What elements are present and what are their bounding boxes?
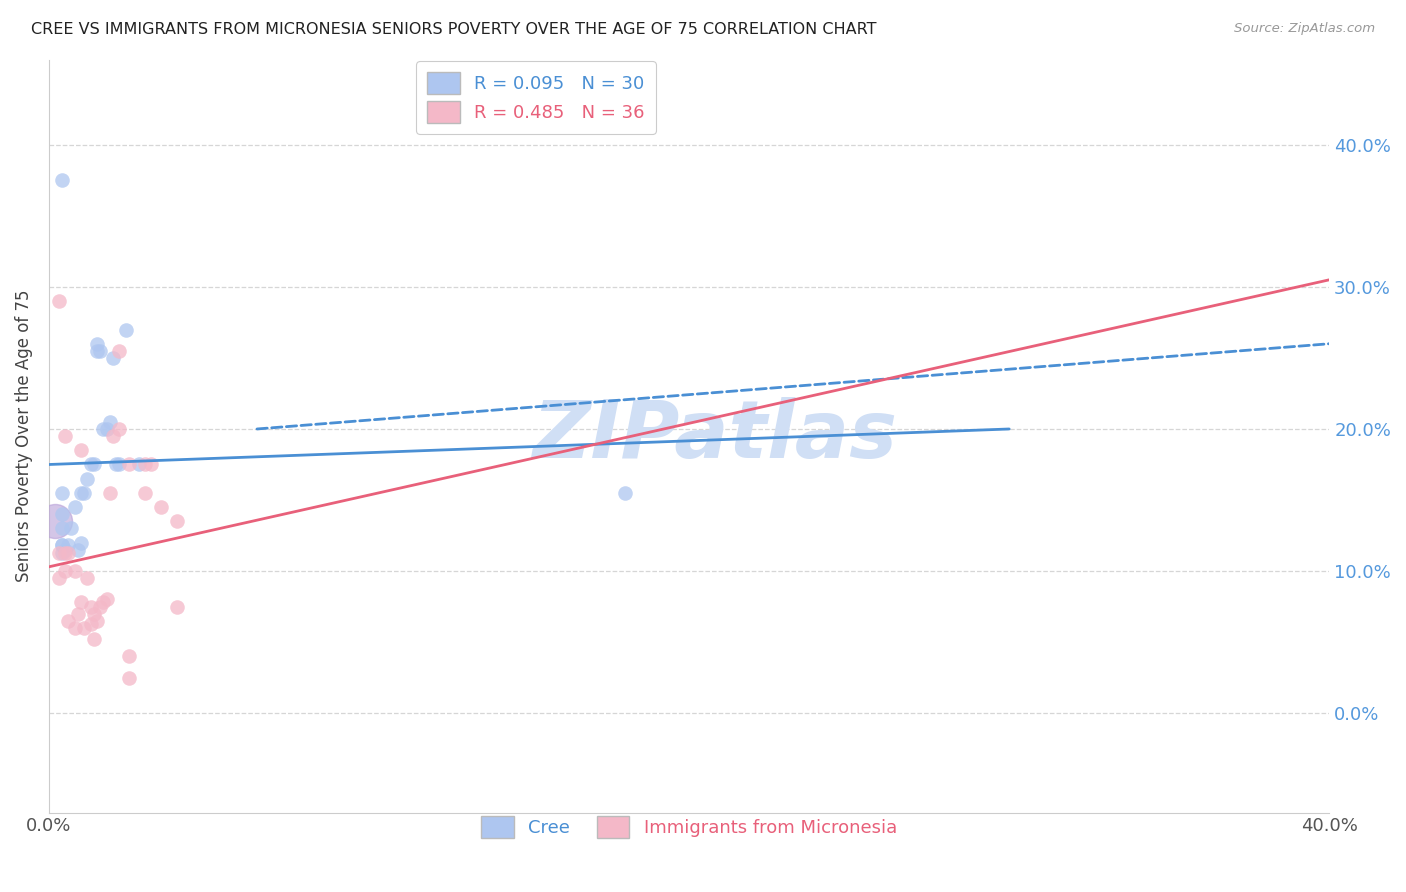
Point [76,472,98,486]
Point [96,422,118,436]
Point [108,343,131,358]
Point [51,507,73,521]
Point [101,429,124,443]
Point [63,621,86,635]
Point [48,545,70,559]
Point [53,429,76,443]
Point [166,599,188,614]
Point [134,486,156,500]
Point [56,614,79,628]
Point [70,443,93,458]
Point [51,539,73,553]
Text: ZIPatlas: ZIPatlas [533,397,897,475]
Point [128,458,150,472]
Point [118,649,141,664]
Point [98,486,121,500]
Point [108,422,131,436]
Point [83,607,105,621]
Point [108,458,131,472]
Point [141,458,163,472]
Point [63,564,86,578]
Point [66,542,89,557]
Point [118,458,141,472]
Point [70,535,93,549]
Point [83,458,105,472]
Point [86,336,108,351]
Point [51,539,73,553]
Point [150,500,173,515]
Point [86,343,108,358]
Point [93,595,115,609]
Point [86,614,108,628]
Point [73,621,96,635]
Point [79,616,101,631]
Point [51,521,73,535]
Point [614,486,637,500]
Point [53,545,76,559]
Text: Source: ZipAtlas.com: Source: ZipAtlas.com [1234,22,1375,36]
Point [66,607,89,621]
Point [79,599,101,614]
Point [70,595,93,609]
Point [48,571,70,585]
Point [53,564,76,578]
Legend: Cree, Immigrants from Micronesia: Cree, Immigrants from Micronesia [474,808,904,845]
Point [56,545,79,559]
Point [134,458,156,472]
Point [51,173,73,187]
Point [70,486,93,500]
Point [56,539,79,553]
Point [79,458,101,472]
Point [101,351,124,365]
Point [83,632,105,647]
Point [166,514,188,528]
Point [93,422,115,436]
Point [53,542,76,557]
Point [96,592,118,607]
Point [44,514,66,528]
Point [89,599,111,614]
Point [51,486,73,500]
Point [48,294,70,309]
Point [76,571,98,585]
Point [114,322,136,336]
Point [73,486,96,500]
Point [63,500,86,515]
Point [51,545,73,559]
Point [105,458,128,472]
Point [118,671,141,685]
Text: CREE VS IMMIGRANTS FROM MICRONESIA SENIORS POVERTY OVER THE AGE OF 75 CORRELATIO: CREE VS IMMIGRANTS FROM MICRONESIA SENIO… [31,22,876,37]
Point [60,521,83,535]
Y-axis label: Seniors Poverty Over the Age of 75: Seniors Poverty Over the Age of 75 [15,290,32,582]
Point [98,415,121,429]
Point [89,343,111,358]
